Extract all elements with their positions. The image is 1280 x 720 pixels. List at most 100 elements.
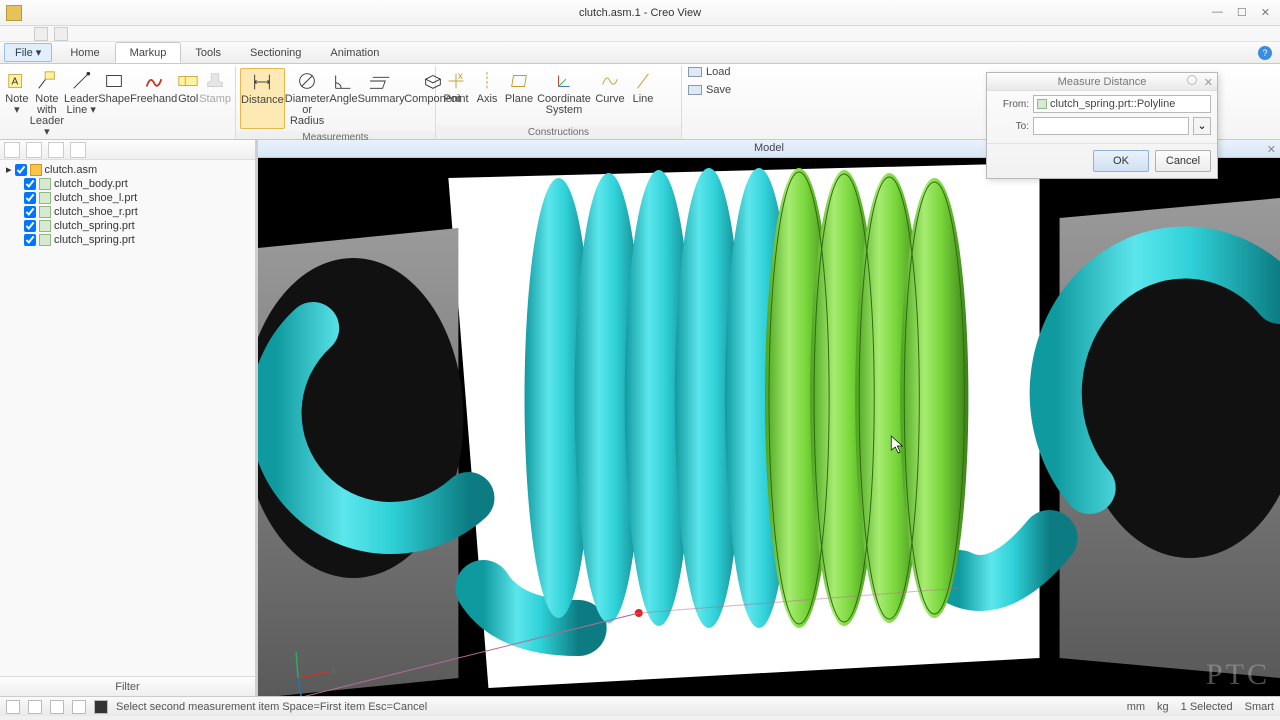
model-viewport[interactable]: Model ✕ <box>256 140 1280 696</box>
axis-button[interactable]: Axis <box>472 68 502 124</box>
freehand-button[interactable]: Freehand <box>130 68 177 140</box>
point-button[interactable]: xPoint <box>440 68 472 124</box>
group-loadsave: Load Save <box>682 66 737 139</box>
coord-sys-icon <box>553 70 575 92</box>
selection-mode[interactable]: Smart <box>1245 701 1274 713</box>
load-button[interactable]: Load <box>688 66 731 78</box>
to-label: To: <box>993 121 1029 132</box>
maximize-button[interactable]: ☐ <box>1233 6 1251 19</box>
visibility-checkbox[interactable] <box>24 178 36 190</box>
summary-icon <box>370 70 392 92</box>
visibility-checkbox[interactable] <box>24 234 36 246</box>
leader-line-icon <box>70 70 92 92</box>
tab-sectioning[interactable]: Sectioning <box>236 42 316 63</box>
units-mass: kg <box>1157 701 1169 713</box>
status-icon[interactable] <box>94 700 108 714</box>
qat-button[interactable] <box>34 27 48 41</box>
measure-distance-dialog[interactable]: Measure Distance ✕ From: clutch_spring.p… <box>986 72 1218 179</box>
title-bar: clutch.asm.1 - Creo View — ☐ ✕ <box>0 0 1280 26</box>
file-menu[interactable]: File ▾ <box>4 43 52 62</box>
curve-button[interactable]: Curve <box>592 68 628 124</box>
tab-animation[interactable]: Animation <box>316 42 394 63</box>
tab-home[interactable]: Home <box>56 42 114 63</box>
plane-icon <box>508 70 530 92</box>
part-icon <box>39 220 51 232</box>
close-icon[interactable]: ✕ <box>1267 142 1276 159</box>
status-icon[interactable] <box>50 700 64 714</box>
visibility-checkbox[interactable] <box>15 164 27 176</box>
svg-text:x: x <box>330 665 336 677</box>
tree-filter[interactable]: Filter <box>0 676 255 696</box>
stamp-icon <box>204 70 226 92</box>
summary-button[interactable]: Summary <box>358 68 405 129</box>
status-icon[interactable] <box>72 700 86 714</box>
workspace: ▸clutch.asm clutch_body.prt clutch_shoe_… <box>0 140 1280 696</box>
tree-root[interactable]: ▸clutch.asm <box>2 162 253 177</box>
tree-tool[interactable] <box>26 142 42 158</box>
window-title: clutch.asm.1 - Creo View <box>579 7 701 19</box>
leader-note-icon <box>36 70 58 92</box>
coord-sys-button[interactable]: CoordinateSystem <box>536 68 592 124</box>
part-icon <box>39 192 51 204</box>
app-icon <box>6 5 22 21</box>
save-button[interactable]: Save <box>688 84 731 96</box>
tree-tool[interactable] <box>70 142 86 158</box>
diameter-button[interactable]: Diameteror Radius <box>285 68 330 129</box>
qat-button[interactable] <box>54 27 68 41</box>
close-button[interactable]: ✕ <box>1257 6 1274 19</box>
shape-icon <box>103 70 125 92</box>
3d-canvas[interactable]: x z PTC <box>258 158 1280 696</box>
svg-text:A: A <box>11 77 18 88</box>
tree-tool[interactable] <box>4 142 20 158</box>
units-length: mm <box>1127 701 1145 713</box>
tree-item[interactable]: clutch_shoe_l.prt <box>2 191 253 205</box>
gtol-button[interactable]: Gtol <box>177 68 199 140</box>
visibility-checkbox[interactable] <box>24 192 36 204</box>
model-tree[interactable]: ▸clutch.asm clutch_body.prt clutch_shoe_… <box>0 160 255 676</box>
tree-item[interactable]: clutch_body.prt <box>2 177 253 191</box>
from-label: From: <box>993 99 1029 110</box>
distance-button[interactable]: Distance <box>240 68 285 129</box>
quick-access-toolbar <box>0 26 1280 42</box>
note-with-leader-button[interactable]: Note withLeader ▾ <box>30 68 64 140</box>
tree-item[interactable]: clutch_spring.prt <box>2 233 253 247</box>
to-dropdown[interactable]: ⌄ <box>1193 117 1211 135</box>
group-annotations: ANote▾ Note withLeader ▾ LeaderLine ▾ Sh… <box>0 66 236 139</box>
pin-icon[interactable] <box>1187 75 1197 85</box>
status-icon[interactable] <box>6 700 20 714</box>
visibility-checkbox[interactable] <box>24 206 36 218</box>
tree-item[interactable]: clutch_shoe_r.prt <box>2 205 253 219</box>
point-icon: x <box>445 70 467 92</box>
note-icon: A <box>6 70 28 92</box>
part-icon <box>39 206 51 218</box>
tree-tool[interactable] <box>48 142 64 158</box>
note-button[interactable]: ANote▾ <box>4 68 30 140</box>
tab-markup[interactable]: Markup <box>115 42 182 63</box>
group-constructions: xPoint Axis Plane CoordinateSystem Curve… <box>436 66 682 139</box>
cancel-button[interactable]: Cancel <box>1155 150 1211 172</box>
close-icon[interactable]: ✕ <box>1204 74 1213 92</box>
window-controls: — ☐ ✕ <box>1208 6 1280 19</box>
part-icon <box>1037 99 1047 109</box>
axis-icon <box>476 70 498 92</box>
dialog-title-bar[interactable]: Measure Distance ✕ <box>987 73 1217 91</box>
visibility-checkbox[interactable] <box>24 220 36 232</box>
menu-bar: File ▾ Home Markup Tools Sectioning Anim… <box>0 42 1280 64</box>
line-cons-button[interactable]: Line <box>628 68 658 124</box>
plane-button[interactable]: Plane <box>502 68 536 124</box>
to-field[interactable] <box>1033 117 1189 135</box>
ok-button[interactable]: OK <box>1093 150 1149 172</box>
group-label: Constructions <box>436 126 681 139</box>
angle-button[interactable]: Angle <box>329 68 357 129</box>
help-icon[interactable]: ? <box>1258 46 1272 60</box>
gtol-icon <box>177 70 199 92</box>
leader-line-button[interactable]: LeaderLine ▾ <box>64 68 98 140</box>
tab-tools[interactable]: Tools <box>181 42 236 63</box>
stamp-button[interactable]: Stamp <box>199 68 231 140</box>
minimize-button[interactable]: — <box>1208 6 1227 19</box>
tree-item[interactable]: clutch_spring.prt <box>2 219 253 233</box>
status-icon[interactable] <box>28 700 42 714</box>
shape-button[interactable]: Shape <box>98 68 130 140</box>
group-measurements: Distance Diameteror Radius Angle Summary… <box>236 66 436 139</box>
from-field[interactable]: clutch_spring.prt::Polyline <box>1033 95 1211 113</box>
